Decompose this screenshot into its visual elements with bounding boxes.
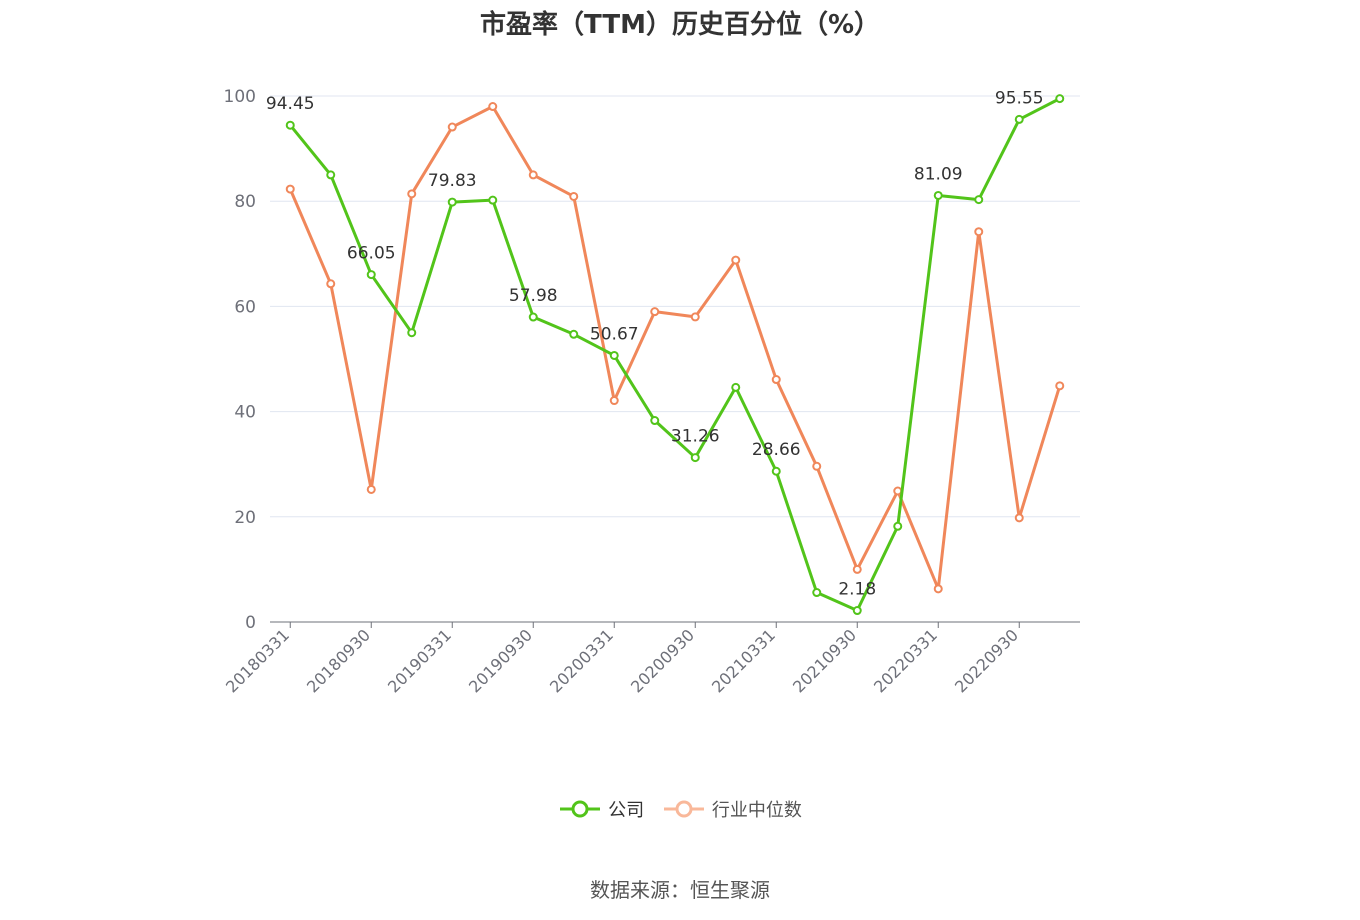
x-tick-label: 20190331 (384, 625, 455, 696)
data-point-industry (326, 279, 336, 289)
data-point-company (366, 270, 376, 280)
data-point-industry (528, 170, 538, 180)
data-point-industry (407, 189, 417, 199)
data-point-industry (812, 461, 822, 471)
x-tick-label: 20200930 (627, 625, 698, 696)
data-point-industry (974, 227, 984, 237)
data-point-company (609, 350, 619, 360)
data-point-industry (447, 122, 457, 132)
data-label: 66.05 (347, 244, 396, 264)
legend-item-company[interactable]: 公司 (558, 796, 644, 822)
y-tick-label: 40 (234, 403, 256, 423)
data-point-industry (650, 307, 660, 317)
data-point-industry (285, 184, 295, 194)
source-text: 数据来源：恒生聚源 (590, 878, 770, 902)
legend-item-industry[interactable]: 行业中位数 (662, 796, 802, 822)
chart-title: 市盈率（TTM）历史百分位（%） (480, 10, 880, 40)
grid-lines (270, 95, 1080, 518)
series-lines (285, 94, 1065, 616)
x-tick-label: 20220331 (870, 625, 941, 696)
x-tick-label: 20180331 (222, 625, 293, 696)
data-point-company (731, 382, 741, 392)
data-label: 79.83 (428, 171, 477, 191)
data-point-industry (488, 102, 498, 112)
line-chart: 0 20 40 60 80 100 20180331 20180930 20190331 2019… (222, 87, 1080, 696)
data-point-company (974, 195, 984, 205)
data-point-industry (893, 486, 903, 496)
x-tick-label: 20200331 (546, 625, 617, 696)
data-point-company (650, 416, 660, 426)
data-label: 31.26 (671, 427, 720, 447)
series-line-industry (288, 105, 1062, 591)
data-point-industry (366, 484, 376, 494)
data-point-industry (933, 584, 943, 594)
y-tick-label: 80 (234, 192, 256, 212)
data-label: 2.18 (838, 580, 876, 600)
data-point-industry (731, 255, 741, 265)
data-point-company (326, 170, 336, 180)
data-point-company (528, 312, 538, 322)
x-tick-label: 20210331 (708, 625, 779, 696)
data-point-company (407, 328, 417, 338)
legend-label-company: 公司 (608, 800, 645, 821)
data-point-company (447, 197, 457, 207)
data-point-company (285, 120, 295, 130)
x-tick-label: 20180930 (303, 625, 374, 696)
y-tick-label: 20 (234, 508, 256, 528)
data-label: 57.98 (509, 286, 558, 306)
data-point-company (893, 521, 903, 531)
y-tick-label: 100 (224, 87, 256, 107)
data-label: 95.55 (995, 88, 1044, 108)
data-point-industry (771, 375, 781, 385)
data-label: 81.09 (914, 164, 963, 184)
data-point-industry (609, 396, 619, 406)
legend: 公司 行业中位数 (0, 796, 1360, 824)
y-tick-label: 0 (245, 613, 256, 633)
data-point-company (933, 190, 943, 200)
legend-label-industry: 行业中位数 (711, 800, 802, 821)
data-label: 94.45 (266, 94, 315, 114)
data-point-company (1014, 114, 1024, 124)
data-point-company (852, 606, 862, 616)
legend-company-icon (560, 800, 601, 818)
data-point-industry (690, 312, 700, 322)
series-line-company (289, 97, 1061, 613)
data-point-company (1055, 94, 1065, 104)
x-tick-label: 20190930 (465, 625, 536, 696)
y-tick-label: 60 (234, 297, 256, 317)
x-tick-label: 20210930 (789, 625, 860, 696)
data-point-industry (1055, 381, 1065, 391)
data-point-company (690, 453, 700, 463)
data-point-industry (1014, 513, 1024, 523)
data-point-company (488, 195, 498, 205)
data-point-company (771, 466, 781, 476)
data-point-company (569, 329, 579, 339)
x-tick-label: 20220930 (951, 625, 1022, 696)
data-point-industry (569, 191, 579, 201)
data-point-company (812, 588, 822, 598)
data-labels: 94.45 66.05 79.83 57.98 50.67 31.26 28.66 2.18 8… (266, 88, 1044, 599)
data-point-industry (852, 564, 862, 574)
data-label: 50.67 (590, 324, 639, 344)
legend-industry-icon (663, 800, 704, 818)
data-label: 28.66 (752, 440, 801, 460)
